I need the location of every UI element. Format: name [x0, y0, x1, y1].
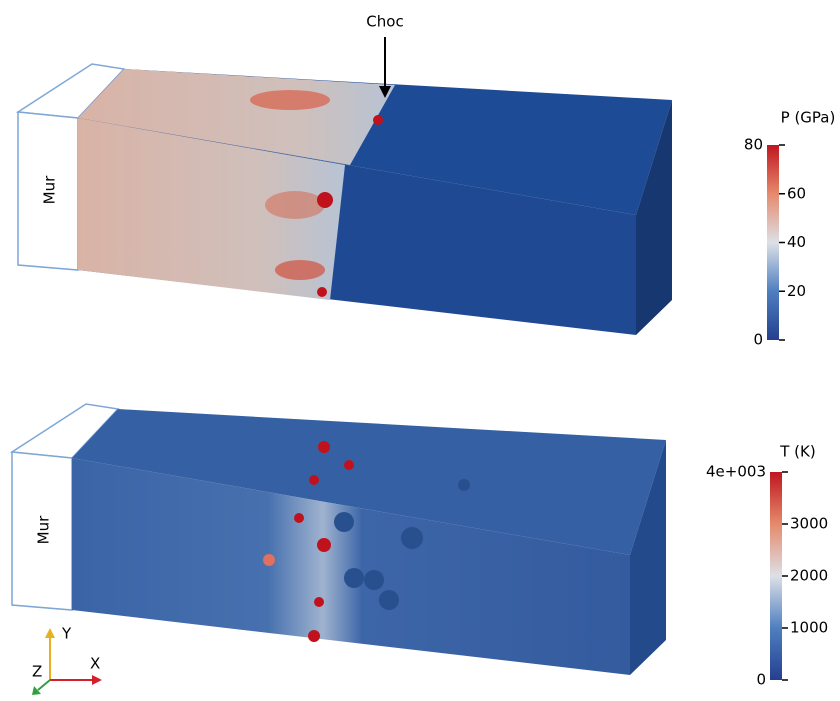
colorbar-tick-label: 80 [744, 136, 763, 154]
colorbar [767, 145, 779, 340]
axes-triad: Y X Z [32, 625, 102, 696]
colorbar-title: T (K) [779, 443, 815, 461]
axis-label: X [90, 655, 100, 673]
wall-label: Mur [35, 515, 53, 544]
figure: Mur Choc Mur Y X Z P ( [0, 0, 840, 701]
colorbar-tick-label: 20 [787, 282, 806, 300]
colorbar-tick-label: 1000 [790, 619, 828, 637]
wall-label: Mur [41, 175, 59, 204]
colorbar-title: P (GPa) [781, 109, 836, 127]
colorbar-tick-label: 0 [753, 331, 763, 349]
colorbar-tick-label: 4e+003 [706, 463, 766, 481]
annotation: Choc [366, 13, 403, 31]
colorbar [770, 472, 782, 680]
axis-label: Z [32, 663, 42, 681]
axis-label: Y [61, 625, 72, 643]
pressure-render: Mur Choc [18, 13, 672, 336]
colorbar-tick-label: 0 [756, 671, 766, 689]
colorbar-tick-label: 40 [787, 233, 806, 251]
colorbar-tick-label: 3000 [790, 515, 828, 533]
colorbar-tick-label: 60 [787, 184, 806, 202]
temperature-render: Mur [12, 404, 666, 675]
colorbar-tick-label: 2000 [790, 567, 828, 585]
